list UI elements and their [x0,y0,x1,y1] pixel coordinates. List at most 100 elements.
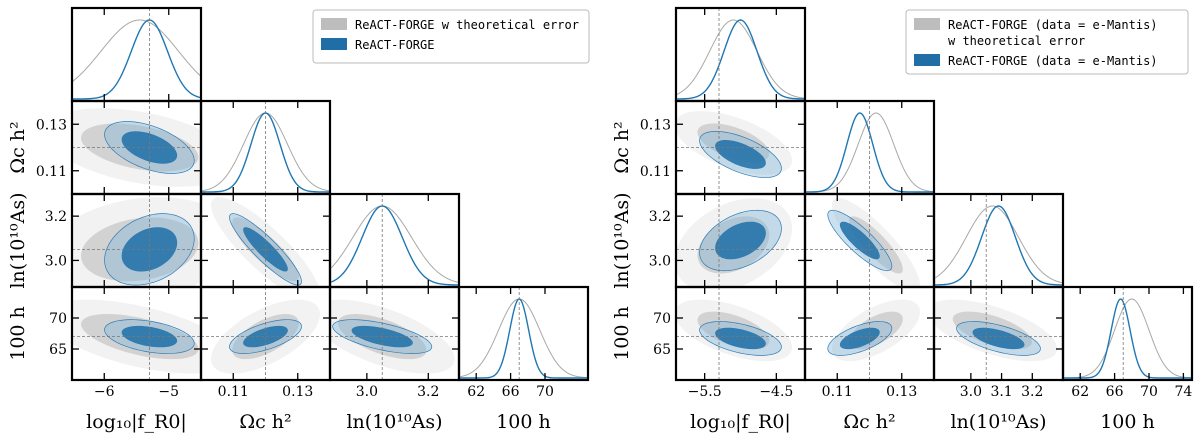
legend-box [312,9,590,64]
x-tick-label: −5.5 [688,384,722,400]
x-axis-label: Ωc h² [239,411,291,433]
x-tick-label: 0.11 [822,384,853,400]
marginal-curve-baseline [1063,298,1192,379]
x-tick-label: 3.0 [960,384,982,400]
legend-label-line2: w theoretical error [948,34,1085,48]
contour-baseline-1sigma [715,327,766,350]
legend: ReACT-FORGE (data = e-Mantis) w theoretic… [905,9,1189,75]
corner-plot-right: 0.11 0.13 Ωc h² 3.0 3.2 ln(10¹⁰As) −5.5 −4.5 log… [611,6,1194,433]
panel-3-0: −5.5 −4.5 log₁₀|f_R0| 65 70 100 h [611,285,807,433]
panel-content [330,287,459,380]
contour-theory-error-1sigma [849,216,903,274]
x-axis-label: ln(10¹⁰As) [950,411,1046,433]
panel-content [459,287,588,380]
x-tick-label: 66 [1106,384,1124,400]
panel-content [934,194,1063,287]
panel-content [676,194,805,287]
panel-2-2 [932,192,1065,289]
x-tick-label: 62 [1071,384,1089,400]
y-tick-label: 0.11 [36,164,67,180]
x-tick-label: −5 [158,384,179,400]
y-tick-label: 3.2 [45,209,67,225]
marginal-curve-baseline [330,205,459,286]
panel-3-3: 62 66 70 74 100 h [1061,285,1194,433]
y-tick-label: 0.13 [640,117,671,133]
panel-2-0: 3.0 3.2 ln(10¹⁰As) [611,192,807,289]
x-axis-label: 100 h [1100,411,1155,433]
panel-frame [1061,285,1194,382]
panel-content [201,287,330,380]
marginal-curve-baseline [72,19,201,100]
x-axis-label: Ωc h² [843,411,895,433]
panel-content [934,287,1063,380]
marginal-curve-theory-error [676,19,805,99]
y-tick-label: 0.13 [36,117,67,133]
panel-2-0: 3.0 3.2 ln(10¹⁰As) [7,192,203,289]
marginal-curve-theory-error [459,298,588,379]
marginal-curve-theory-error [934,205,1063,284]
legend-swatch [914,18,940,30]
y-tick-label: 65 [653,342,671,358]
panel-content [72,8,201,101]
panel-1-1 [803,99,936,196]
panel-2-1 [199,192,332,289]
legend: ReACT-FORGE w theoretical error ReACT-FOR… [312,9,590,64]
panel-3-2: 3.0 3.1 3.2 ln(10¹⁰As) [932,285,1065,433]
panel-3-1: 0.11 0.13 Ωc h² [199,285,332,433]
marginal-curve-baseline [934,205,1063,286]
y-tick-label: 3.0 [649,253,671,269]
y-tick-label: 70 [49,311,67,327]
x-tick-label: 70 [536,384,554,400]
y-axis-label: 100 h [7,306,29,361]
panel-content [201,194,330,287]
panel-2-1 [803,192,936,289]
x-tick-label: 0.13 [886,384,917,400]
x-tick-label: 3.1 [990,384,1012,400]
y-axis-label: ln(10¹⁰As) [611,192,633,288]
panel-content [1063,287,1192,380]
y-tick-label: 65 [49,342,67,358]
panel-2-2 [328,192,461,289]
x-tick-label: 66 [502,384,520,400]
panel-content [330,194,459,287]
x-tick-label: 3.2 [1021,384,1043,400]
panel-content [72,194,201,287]
legend-label: ReACT-FORGE [355,38,434,52]
x-tick-label: −6 [94,384,115,400]
contour-baseline-1sigma [972,327,1025,350]
panel-3-3: 62 66 70 100 h [457,285,590,433]
corner-plot-left: 0.11 0.13 Ωc h² 3.0 3.2 ln(10¹⁰As) −6 −5 log₁₀|f… [7,6,590,433]
panel-1-0: 0.11 0.13 Ωc h² [611,99,807,196]
x-tick-label: 62 [467,384,485,400]
marginal-curve-baseline [676,19,805,100]
x-axis-label: log₁₀|f_R0| [86,411,187,433]
panel-content [72,101,201,194]
panel-content [676,287,805,380]
x-tick-label: 3.0 [356,384,378,400]
marginal-curve-theory-error [330,205,459,284]
panel-3-0: −6 −5 log₁₀|f_R0| 65 70 100 h [7,285,203,433]
y-axis-label: Ωc h² [611,121,633,173]
x-tick-label: 70 [1140,384,1158,400]
panel-3-1: 0.11 0.13 Ωc h² [803,285,936,433]
x-tick-label: 3.2 [417,384,439,400]
legend-label: ReACT-FORGE (data = e-Mantis) [948,18,1158,32]
y-tick-label: 0.11 [640,164,671,180]
panel-1-0: 0.11 0.13 Ωc h² [7,99,203,196]
marginal-curve-theory-error [1063,298,1192,379]
y-tick-label: 70 [653,311,671,327]
x-tick-label: −4.5 [759,384,793,400]
y-axis-label: Ωc h² [7,121,29,173]
x-axis-label: ln(10¹⁰As) [346,411,442,433]
panel-content [805,194,934,287]
panel-0-0 [674,6,807,103]
x-axis-label: 100 h [496,411,551,433]
panel-content [805,101,934,194]
panel-content [676,101,805,194]
panel-frame [674,6,807,103]
x-tick-label: 74 [1174,384,1192,400]
panel-frame [457,285,590,382]
panel-3-2: 3.0 3.2 ln(10¹⁰As) [328,285,461,433]
legend-swatch [321,38,347,50]
panel-0-0 [70,6,203,103]
